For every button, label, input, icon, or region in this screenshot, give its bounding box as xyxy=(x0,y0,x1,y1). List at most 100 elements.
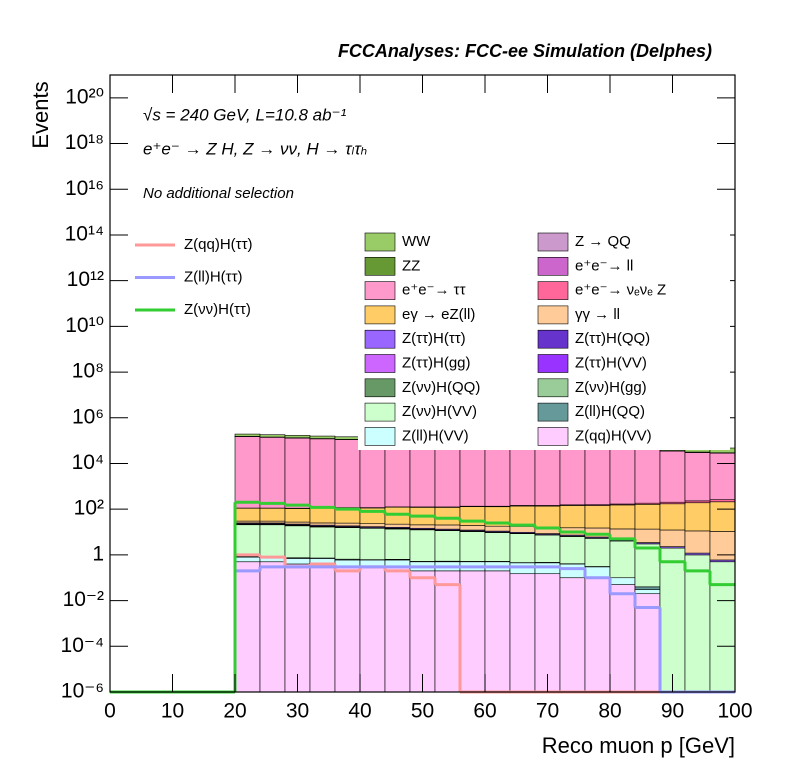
bar xyxy=(459,570,486,693)
bar xyxy=(259,524,286,558)
y-tick-label: 10²⁰ xyxy=(65,85,104,108)
y-tick-label: 10¹⁶ xyxy=(65,177,104,200)
bar xyxy=(634,586,661,590)
bar xyxy=(384,528,411,560)
bar xyxy=(709,452,736,500)
bar xyxy=(459,525,486,531)
bar xyxy=(359,527,386,560)
bar xyxy=(459,531,486,562)
legend-label: Z(qq)H(VV) xyxy=(575,427,652,444)
y-tick-label: 10¹² xyxy=(67,268,104,291)
legend-swatch xyxy=(364,305,396,325)
legend-label: Z(νν)H(QQ) xyxy=(402,379,480,396)
bar xyxy=(334,522,361,527)
bar xyxy=(434,570,461,693)
legend-swatch xyxy=(537,378,569,398)
bar xyxy=(609,577,636,585)
bar xyxy=(659,547,686,693)
annotation: √s = 240 GeV, L=10.8 ab⁻¹ xyxy=(143,105,347,124)
bar xyxy=(334,527,361,560)
bar xyxy=(659,450,686,503)
bar xyxy=(259,434,286,438)
bar xyxy=(709,561,736,693)
bar xyxy=(409,441,436,508)
bar xyxy=(259,507,286,522)
legend-swatch xyxy=(537,427,569,446)
legend-label: Z(ττ)H(QQ) xyxy=(575,330,650,347)
bar xyxy=(284,437,311,509)
bar xyxy=(509,526,536,533)
bar xyxy=(309,526,336,559)
bar xyxy=(584,577,611,693)
bar xyxy=(309,522,336,526)
bar xyxy=(234,433,261,437)
bar xyxy=(234,524,261,557)
bar xyxy=(434,442,461,508)
bar xyxy=(284,558,311,565)
bar xyxy=(609,504,636,530)
bar xyxy=(559,577,586,693)
bar xyxy=(709,499,736,503)
bar xyxy=(559,536,586,565)
legend-label: eγ → eZ(ll) xyxy=(402,306,475,323)
legend-swatch xyxy=(364,232,396,252)
y-tick-label: 10⁴ xyxy=(72,451,104,474)
y-tick-label: 10¹⁸ xyxy=(65,131,104,154)
bar xyxy=(259,561,286,693)
bar xyxy=(309,438,336,508)
bar xyxy=(359,566,386,693)
x-tick-label: 80 xyxy=(598,700,621,723)
legend-label: Z(ττ)H(VV) xyxy=(575,354,647,371)
bar xyxy=(284,508,311,523)
bar xyxy=(334,436,361,440)
chart-title: FCCAnalyses: FCC-ee Simulation (Delphes) xyxy=(338,41,712,61)
annotation: No additional selection xyxy=(143,185,294,202)
bar xyxy=(234,507,261,522)
legend-label: Z(ll)H(ττ) xyxy=(184,268,243,285)
bar xyxy=(609,448,636,505)
bar xyxy=(309,507,336,524)
bar xyxy=(534,505,561,528)
x-tick-label: 40 xyxy=(348,700,371,723)
bar xyxy=(309,563,336,693)
y-axis-label: Events xyxy=(28,81,53,148)
legend-swatch xyxy=(537,305,569,325)
legend-label: Z(νν)H(ττ) xyxy=(184,301,251,318)
bar xyxy=(384,523,411,528)
legend-swatch xyxy=(537,232,569,252)
bar xyxy=(534,445,561,506)
bar xyxy=(434,524,461,530)
y-tick-label: 10¹⁴ xyxy=(65,223,104,246)
y-tick-label: 10⁸ xyxy=(72,360,104,383)
bar xyxy=(584,447,611,506)
bar xyxy=(609,540,636,579)
bar xyxy=(384,441,411,508)
bar xyxy=(409,570,436,693)
bar xyxy=(309,435,336,439)
bar xyxy=(284,435,311,439)
y-tick-label: 10⁻⁴ xyxy=(61,634,104,657)
bar xyxy=(634,543,661,588)
bar xyxy=(684,554,711,693)
bar xyxy=(234,556,261,563)
x-tick-label: 70 xyxy=(536,700,559,723)
bar xyxy=(534,573,561,693)
bar xyxy=(659,529,686,547)
legend-label: WW xyxy=(402,233,431,250)
legend-label: Z(ll)H(QQ) xyxy=(575,403,645,420)
legend-swatch xyxy=(537,354,569,373)
bar xyxy=(459,443,486,507)
bar xyxy=(359,440,386,508)
bar xyxy=(434,507,461,526)
legend-label: γγ → ll xyxy=(575,306,620,323)
legend-swatch xyxy=(537,329,569,349)
bar xyxy=(534,534,561,563)
bar xyxy=(284,525,311,559)
bar xyxy=(509,573,536,693)
legend-label: Z(qq)H(ττ) xyxy=(184,236,253,253)
bar xyxy=(659,503,686,531)
bar xyxy=(509,505,536,527)
legend-label: e⁺e⁻→ νₑνₑ Z xyxy=(575,282,666,299)
